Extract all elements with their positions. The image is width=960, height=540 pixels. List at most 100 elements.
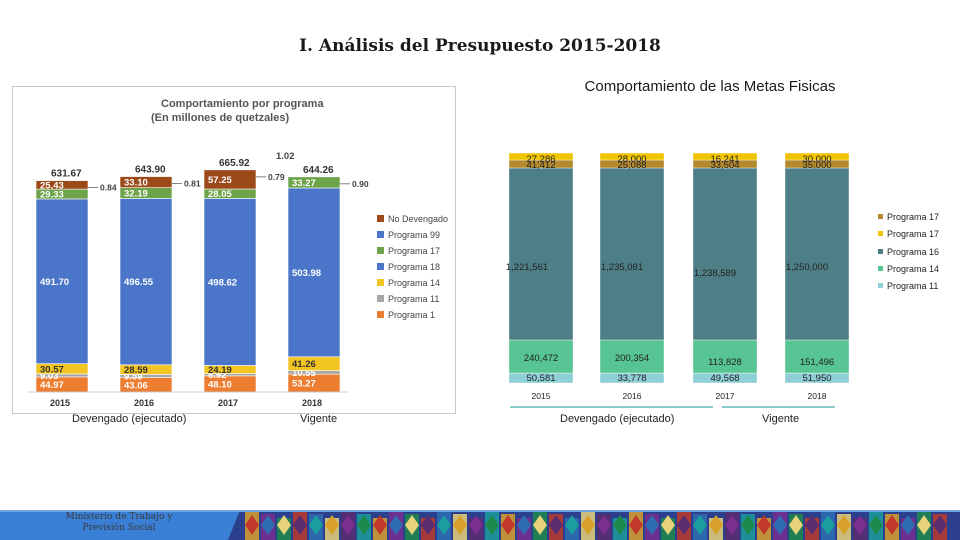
footer-diamond-20 — [565, 515, 579, 535]
bar-programa-16-2015 — [508, 167, 574, 341]
footer-diamond-13 — [453, 515, 467, 535]
left-chart-subtitle: (En millones de quetzales) — [151, 112, 289, 124]
label-programa-16-2016: 1,235,081 — [601, 262, 643, 273]
label-programa-1-2015: 44.97 — [40, 380, 64, 391]
label-programa-17-b-2016: 28,000 — [617, 154, 646, 165]
legend-label-programa-18: Programa 18 — [388, 262, 440, 272]
label-programa-1-2017: 48.10 — [208, 379, 232, 390]
label-programa-99-2018: 0.90 — [352, 179, 369, 189]
bar-programa-18-2018 — [287, 187, 341, 358]
caption-metas-devengado: Devengado (ejecutado) — [560, 413, 675, 425]
total-2018: 644.26 — [303, 165, 334, 176]
footer-diamond-16 — [501, 515, 515, 535]
legend-swatch-programa-14 — [377, 279, 384, 286]
x-tick-2015: 2015 — [50, 398, 70, 408]
x-tick-2017: 2017 — [716, 391, 735, 401]
footer-diamond-34 — [789, 515, 803, 535]
programa-chart: Comportamiento por programa (En millones … — [28, 98, 448, 408]
footer-diamond-3 — [293, 515, 307, 535]
legend-label-metas-1: Programa 17 — [887, 229, 939, 239]
footer-diamond-24 — [629, 515, 643, 535]
bar-programa-18-2015 — [35, 198, 89, 364]
label-programa-17-b-2015: 27,286 — [526, 154, 555, 165]
footer-diamond-5 — [325, 515, 339, 535]
footer-diamond-35 — [805, 515, 819, 535]
label-programa-11-2016: 33,778 — [617, 373, 646, 384]
footer-diamond-9 — [389, 515, 403, 535]
label-programa-14-2016: 200,354 — [615, 353, 649, 364]
label-programa-17-a-2016: 25,088 — [617, 160, 646, 171]
label-programa-11-2015: 9.03 — [40, 371, 59, 382]
bar-programa-14-2018 — [784, 339, 850, 374]
legend-swatch-metas-4 — [878, 283, 883, 288]
label-programa-17-a-2018: 35,000 — [802, 160, 831, 171]
total-2015: 631.67 — [51, 169, 82, 180]
bar-programa-17-b-2018 — [784, 152, 850, 161]
footer-diamond-25 — [645, 515, 659, 535]
footer-diamond-19 — [549, 515, 563, 535]
legend-label-programa-1: Programa 1 — [388, 310, 435, 320]
label-no-devengado-2016: 33.10 — [124, 178, 148, 189]
footer-diamond-2 — [277, 515, 291, 535]
footer-diamond-18 — [533, 515, 547, 535]
label-programa-1-2016: 43.06 — [124, 380, 148, 391]
legend-swatch-metas-2 — [878, 249, 883, 254]
footer-diamond-11 — [421, 515, 435, 535]
footer-diamond-37 — [837, 515, 851, 535]
left-chart-title: Comportamiento por programa — [161, 98, 324, 110]
label-programa-14-2017: 113,828 — [708, 357, 742, 368]
x-tick-2015: 2015 — [532, 391, 551, 401]
metas-chart-title: Comportamiento de las Metas Fisicas — [584, 78, 836, 95]
legend-label-metas-3: Programa 14 — [887, 264, 939, 274]
footer-diamond-29 — [709, 515, 723, 535]
footer-textile-band — [0, 510, 960, 540]
label-programa-16-2017: 1,238,589 — [694, 268, 736, 279]
footer-diamond-38 — [853, 515, 867, 535]
x-tick-2017: 2017 — [218, 398, 238, 408]
page-title: I. Análisis del Presupuesto 2015-2018 — [299, 36, 661, 56]
label-programa-11-2017: 49,568 — [710, 373, 739, 384]
label-programa-14-2018: 151,496 — [800, 357, 834, 368]
legend-swatch-no-devengado — [377, 215, 384, 222]
x-tick-2018: 2018 — [808, 391, 827, 401]
label-programa-18-2018: 503.98 — [292, 268, 321, 279]
legend-label-programa-14: Programa 14 — [388, 278, 440, 288]
bar-programa-16-2017 — [692, 167, 758, 341]
label-no-devengado-2017: 57.25 — [208, 175, 232, 186]
footer-diamond-4 — [309, 515, 323, 535]
bar-no-devengado-2015 — [35, 180, 89, 190]
footer-diamond-14 — [469, 515, 483, 535]
footer-diamond-40 — [885, 515, 899, 535]
bar-programa-17-b-2015 — [508, 152, 574, 161]
legend-label-programa-17: Programa 17 — [388, 246, 440, 256]
legend-label-metas-0: Programa 17 — [887, 212, 939, 222]
legend-swatch-programa-18 — [377, 263, 384, 270]
label-programa-16-2015: 1,221,561 — [506, 262, 548, 273]
footer-diamond-6 — [341, 515, 355, 535]
footer-diamond-31 — [741, 515, 755, 535]
label-programa-11-2018: 10.55 — [292, 368, 316, 379]
label-programa-1-2018: 53.27 — [292, 379, 316, 390]
footer-diamond-43 — [933, 515, 947, 535]
x-tick-2016: 2016 — [134, 398, 154, 408]
label-programa-99-2015: 0.84 — [100, 183, 117, 193]
legend-label-metas-4: Programa 11 — [887, 281, 938, 291]
label-programa-17-2017: 28.05 — [208, 189, 232, 200]
legend-swatch-programa-99 — [377, 231, 384, 238]
label-programa-18-2017: 498.62 — [208, 277, 237, 288]
label-programa-17-2015: 29.33 — [40, 190, 64, 201]
legend-swatch-metas-0 — [878, 214, 883, 219]
bar-programa-14-2016 — [599, 339, 665, 374]
footer-blue-block — [0, 510, 240, 540]
legend-swatch-programa-17 — [377, 247, 384, 254]
label-programa-11-2018: 51,950 — [802, 373, 831, 384]
footer-diamond-42 — [917, 515, 931, 535]
footer-diamond-26 — [661, 515, 675, 535]
footer-diamond-8 — [373, 515, 387, 535]
bar-programa-14-2017 — [692, 339, 758, 374]
bar-programa-16-2016 — [599, 167, 665, 341]
caption-metas-vigente: Vigente — [762, 413, 800, 425]
bar-programa-17-2018 — [287, 176, 341, 189]
bar-programa-17-b-2017 — [692, 152, 758, 161]
